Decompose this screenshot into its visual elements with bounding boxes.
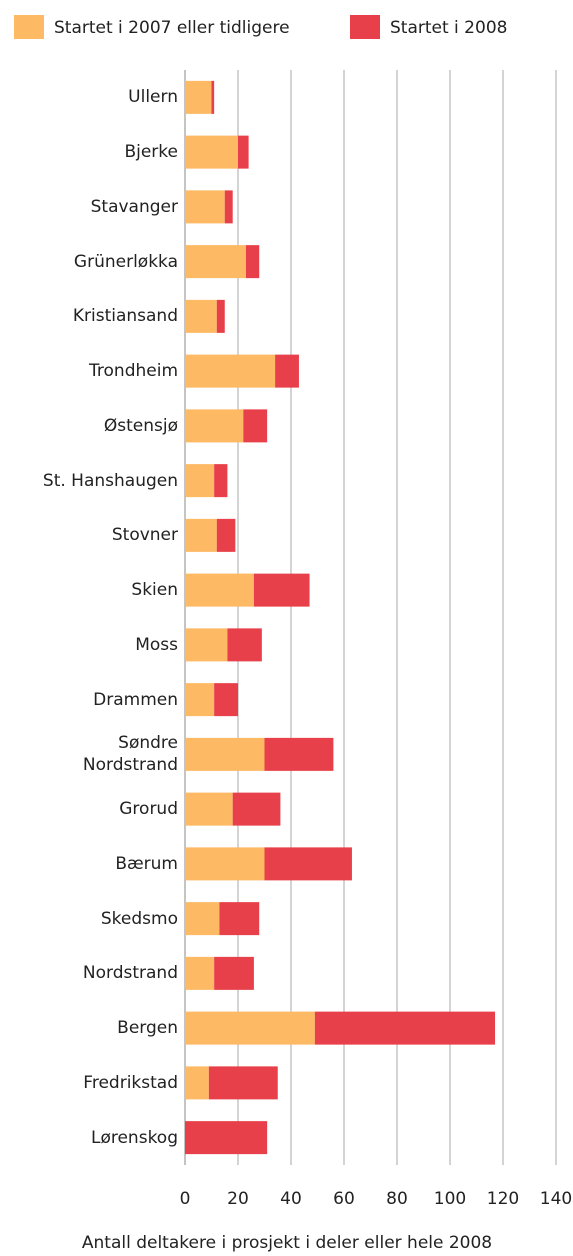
bar-segment [185,80,212,114]
bar-segment [185,1011,315,1045]
y-tick-label: Bærum [115,853,178,874]
y-tick-label: Bjerke [124,142,178,163]
bar-segment [208,1066,278,1100]
y-tick-label: St. Hanshaugen [42,470,178,491]
x-tick-label: 80 [386,1189,408,1209]
bar-segment [211,80,215,114]
y-tick-label: Østensjø [103,415,178,436]
bar-segment [185,1066,209,1100]
bar-segment [185,518,217,552]
bar-segment [243,409,268,443]
y-tick-label: Bergen [117,1018,178,1039]
bar-segment [185,956,215,990]
bar-segment [185,190,225,224]
bar-segment [224,190,233,224]
bar-segment [185,737,265,771]
y-tick-label: Stovner [111,525,178,546]
x-tick-label: 20 [227,1189,249,1209]
bar-segment [185,354,276,388]
bar-segment [185,628,228,662]
y-tick-label: Grorud [119,799,178,820]
y-tick-label: Lørenskog [90,1127,178,1148]
x-tick-label: 0 [180,1189,191,1209]
bar-segment [216,299,225,333]
y-tick-label: Fredrikstad [83,1072,178,1093]
bar-segment [264,737,334,771]
x-tick-label: 120 [487,1189,519,1209]
bar-segment [264,847,352,881]
bar-segment [185,1121,268,1155]
bar-segment [232,792,281,826]
x-tick-label: 40 [280,1189,302,1209]
y-tick-label: Søndre Nordstrand [82,733,178,776]
bar-segment [245,245,260,279]
legend-swatch [14,15,44,39]
x-tick-label: 100 [434,1189,466,1209]
bar-segment [214,683,238,717]
y-tick-label: Ullern [128,87,178,108]
legend-label: Startet i 2008 [390,18,507,38]
y-tick-label: Kristiansand [72,306,178,327]
bar-segment [185,902,220,936]
bar-segment [185,573,254,607]
bar-segment [275,354,299,388]
y-tick-label: Moss [135,634,178,655]
y-tick-label: Grünerløkka [73,251,178,272]
bar-segment [238,135,249,169]
bar-segment [216,518,236,552]
y-tick-label: Skedsmo [100,908,178,929]
y-tick-label: Drammen [93,689,178,710]
x-tick-label: 60 [333,1189,355,1209]
bar-segment [185,135,238,169]
bar-segment [214,956,254,990]
bar-segment [185,464,215,498]
bar-segment [314,1011,496,1045]
bar-segment [227,628,262,662]
bar-segment [185,409,244,443]
y-tick-label: Trondheim [89,361,178,382]
y-tick-label: Skien [131,580,178,601]
bar-segment [185,792,233,826]
x-tick-label: 140 [540,1189,572,1209]
bar-segment [219,902,260,936]
legend-label: Startet i 2007 eller tidligere [54,18,290,38]
bar-segment [185,245,246,279]
bar-segment [185,683,215,717]
y-tick-label: Stavanger [90,196,178,217]
x-axis-title: Antall deltakere i prosjekt i deler elle… [82,1233,492,1253]
bar-segment [185,299,217,333]
y-tick-label: Nordstrand [82,963,178,984]
bar-segment [185,847,265,881]
bar-segment [214,464,228,498]
legend-swatch [350,15,380,39]
bar-segment [253,573,310,607]
